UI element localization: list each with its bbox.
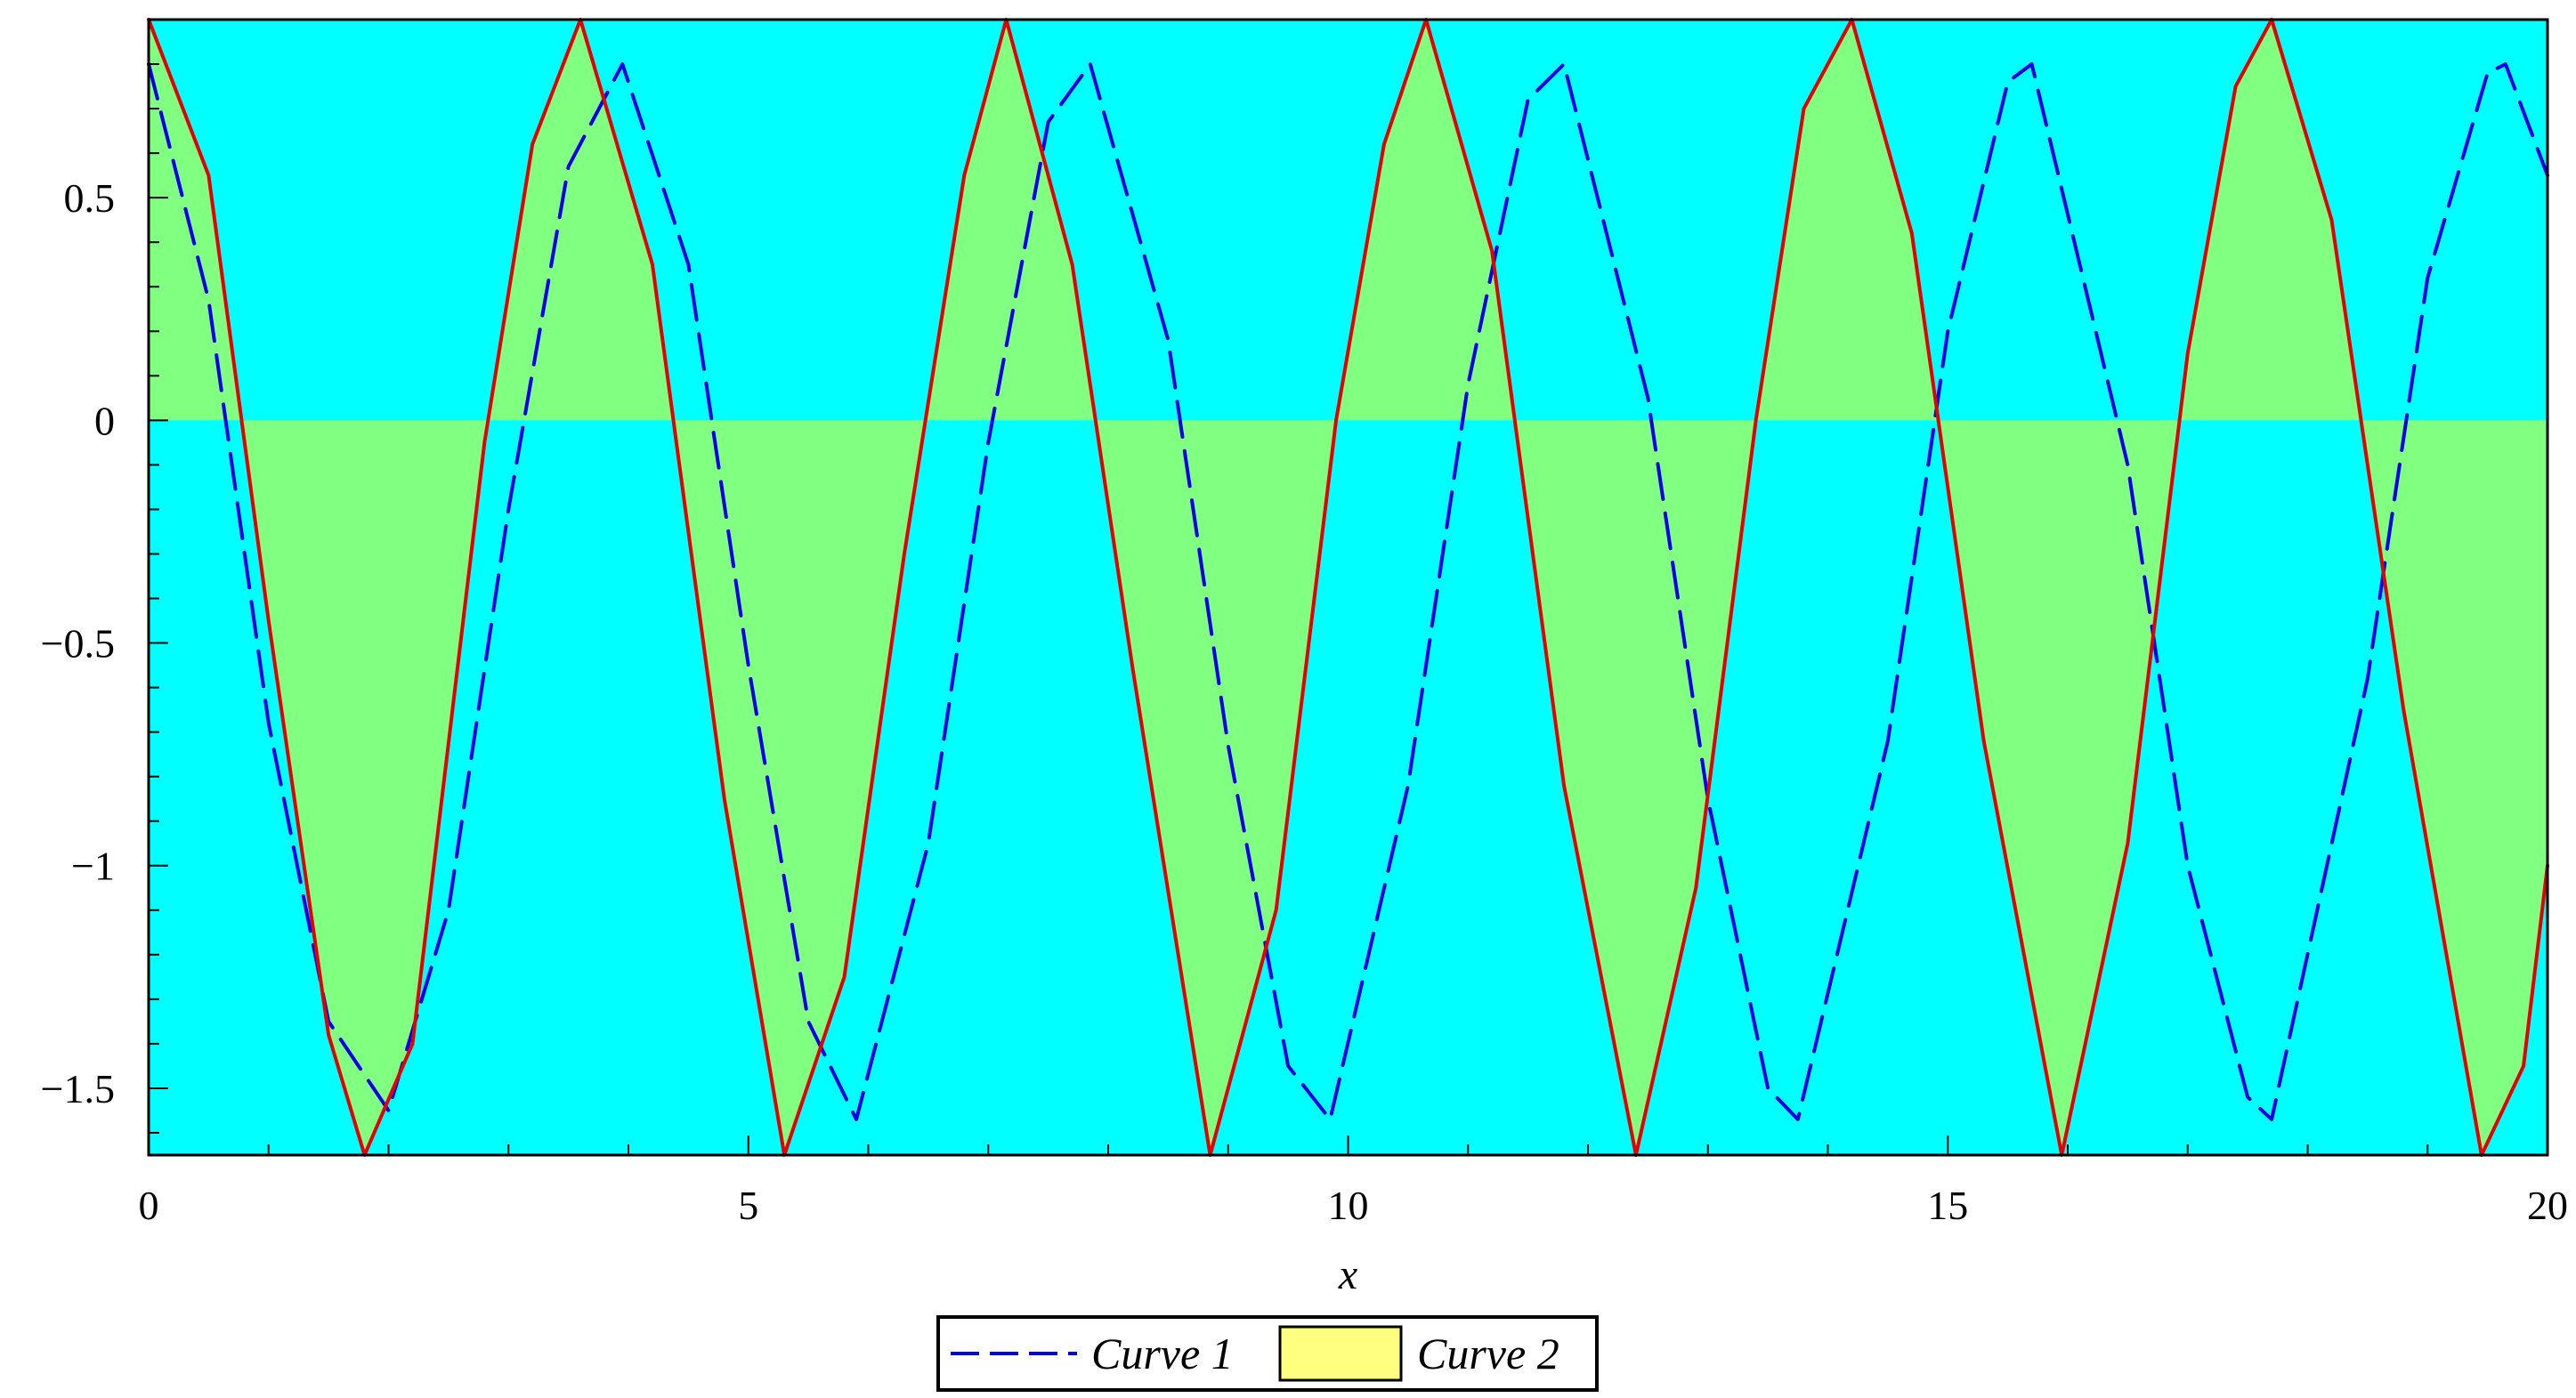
- legend-box: [936, 1315, 1599, 1392]
- series-line-curve-2: [147, 18, 2549, 1157]
- legend-curve2-swatch: [1278, 1325, 1403, 1382]
- x-tick-label: 0: [139, 1183, 159, 1228]
- y-tick-label: −1.5: [41, 1066, 115, 1111]
- y-tick-label: −0.5: [41, 621, 115, 667]
- legend-curve2-label: Curve 2: [1417, 1329, 1559, 1378]
- x-axis-title: x: [1338, 1251, 1357, 1298]
- legend: Curve 1 Curve 2: [936, 1315, 1599, 1392]
- y-tick-label: 0: [94, 398, 115, 443]
- x-axis: 0 5 10 15 20: [139, 1135, 2568, 1228]
- y-axis: 0.5 0 −0.5 −1 −1.5: [41, 63, 168, 1134]
- fill-between-area: [149, 20, 2548, 1155]
- x-tick-label: 15: [1927, 1183, 1968, 1228]
- plot-background: [149, 20, 2548, 1155]
- series-lines: [147, 18, 2549, 1157]
- fill-between-region: [149, 20, 2548, 1155]
- y-tick-label: 0.5: [64, 175, 116, 221]
- x-tick-label: 5: [738, 1183, 758, 1228]
- series-line-curve-1: [147, 62, 2549, 1121]
- x-tick-label: 20: [2527, 1183, 2568, 1228]
- x-tick-label: 10: [1328, 1183, 1369, 1228]
- y-tick-label: −1: [71, 844, 115, 889]
- legend-curve1-label: Curve 1: [1091, 1329, 1234, 1378]
